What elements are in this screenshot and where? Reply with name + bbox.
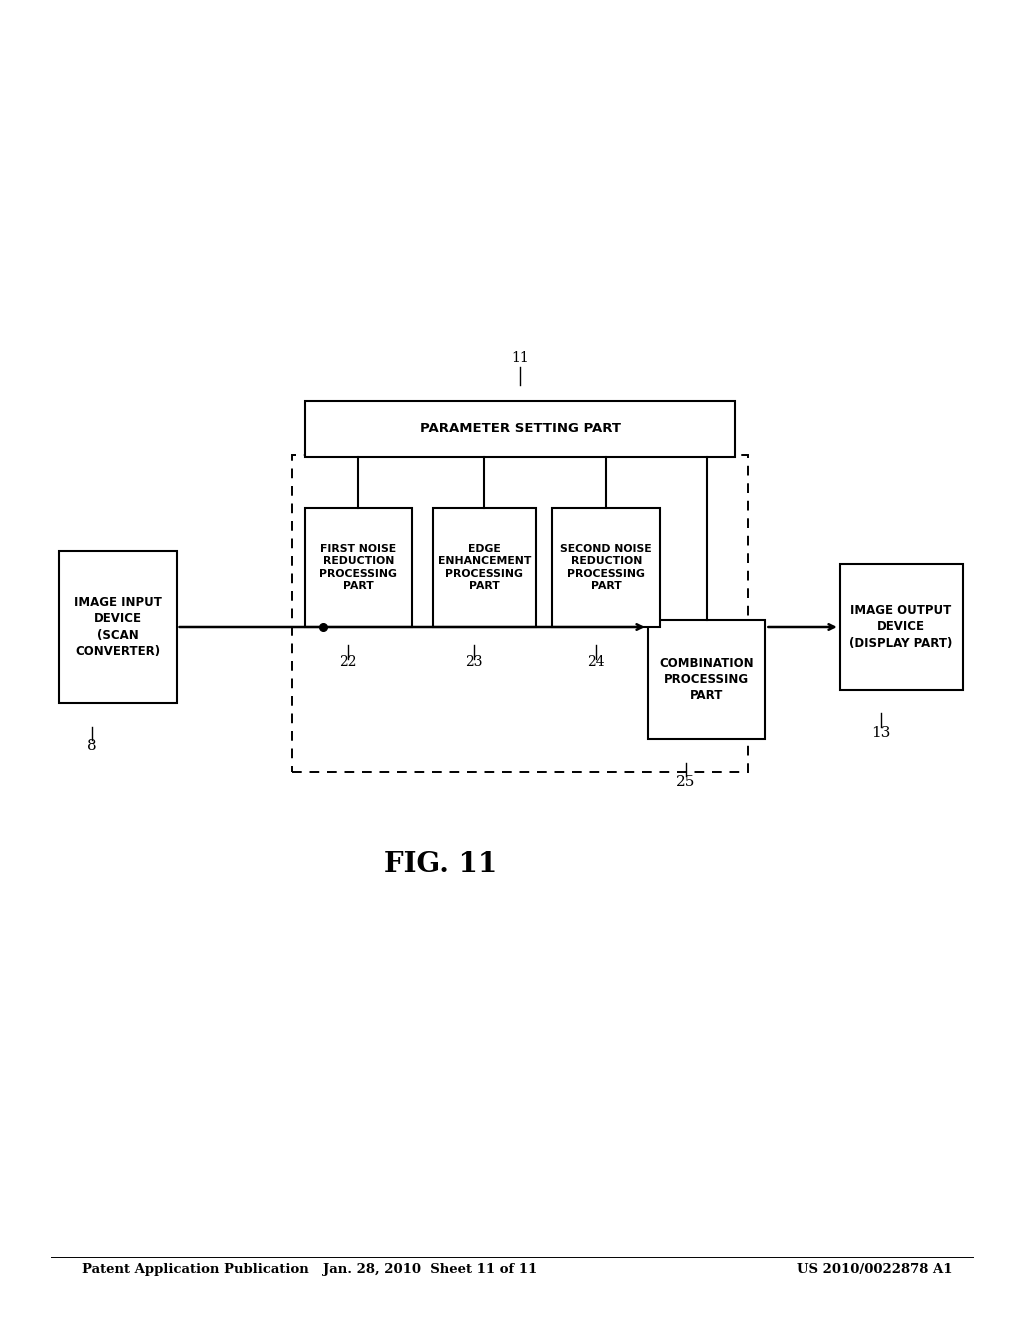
Text: EDGE
ENHANCEMENT
PROCESSING
PART: EDGE ENHANCEMENT PROCESSING PART [437, 544, 531, 591]
Text: US 2010/0022878 A1: US 2010/0022878 A1 [797, 1263, 952, 1276]
Text: IMAGE INPUT
DEVICE
(SCAN
CONVERTER): IMAGE INPUT DEVICE (SCAN CONVERTER) [74, 597, 162, 657]
Text: 23: 23 [465, 655, 483, 669]
Bar [305, 508, 412, 627]
Bar [305, 401, 735, 457]
Text: 22: 22 [339, 655, 357, 669]
Text: 8: 8 [87, 739, 97, 752]
Text: 24: 24 [587, 655, 605, 669]
Bar [293, 455, 748, 772]
Text: Jan. 28, 2010  Sheet 11 of 11: Jan. 28, 2010 Sheet 11 of 11 [323, 1263, 538, 1276]
Text: PARAMETER SETTING PART: PARAMETER SETTING PART [420, 422, 621, 436]
Text: 25: 25 [677, 775, 695, 789]
Bar [553, 508, 659, 627]
Text: 11: 11 [511, 351, 529, 366]
Text: Patent Application Publication: Patent Application Publication [82, 1263, 308, 1276]
Bar [840, 565, 963, 689]
Text: COMBINATION
PROCESSING
PART: COMBINATION PROCESSING PART [659, 657, 754, 702]
Text: IMAGE OUTPUT
DEVICE
(DISPLAY PART): IMAGE OUTPUT DEVICE (DISPLAY PART) [850, 605, 952, 649]
Bar [647, 620, 765, 739]
Text: FIG. 11: FIG. 11 [384, 851, 497, 878]
Text: FIRST NOISE
REDUCTION
PROCESSING
PART: FIRST NOISE REDUCTION PROCESSING PART [319, 544, 397, 591]
Bar [59, 552, 177, 702]
Bar [433, 508, 536, 627]
Text: SECOND NOISE
REDUCTION
PROCESSING
PART: SECOND NOISE REDUCTION PROCESSING PART [560, 544, 652, 591]
Text: 13: 13 [871, 726, 890, 739]
